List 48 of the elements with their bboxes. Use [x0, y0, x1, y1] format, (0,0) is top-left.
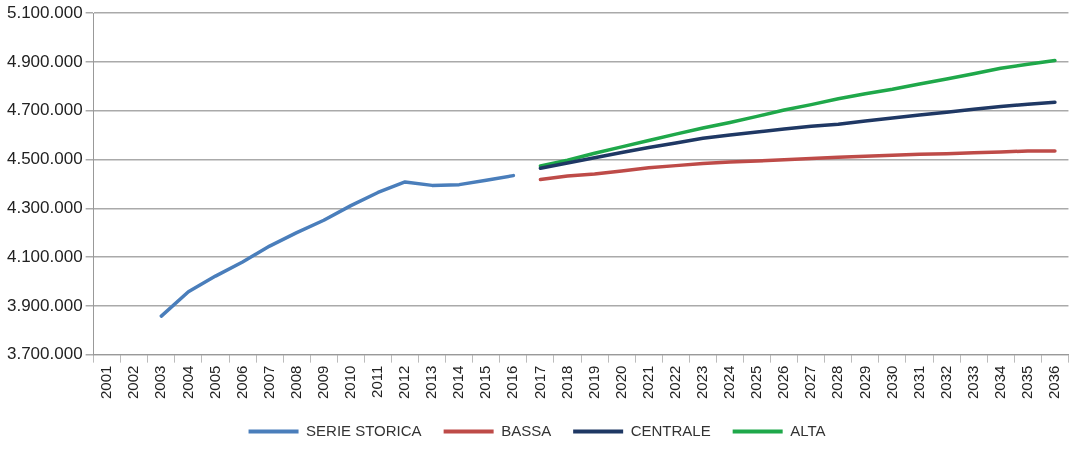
x-tick-label: 2007 — [259, 365, 277, 400]
x-tick-label: 2003 — [151, 365, 169, 400]
x-tick-label: 2006 — [232, 365, 250, 400]
x-tick-label: 2002 — [124, 365, 142, 400]
x-tick-label: 2017 — [530, 365, 548, 400]
x-tick-label: 2032 — [936, 365, 954, 400]
x-tick-label: 2034 — [990, 365, 1008, 400]
x-tick-label: 2035 — [1017, 365, 1035, 400]
y-tick-label: 4.900.000 — [6, 51, 83, 71]
x-tick-label: 2022 — [665, 365, 683, 400]
x-tick-label: 2015 — [476, 365, 494, 400]
x-tick-label: 2016 — [503, 365, 521, 400]
x-tick-label: 2004 — [178, 365, 196, 400]
y-tick-label: 4.300.000 — [6, 197, 83, 217]
x-tick-label: 2023 — [693, 365, 711, 400]
x-tick-label: 2028 — [828, 365, 846, 400]
x-tick-label: 2030 — [882, 365, 900, 400]
y-tick-label: 5.100.000 — [6, 2, 83, 22]
y-tick-label: 4.500.000 — [6, 149, 83, 169]
x-tick-label: 2011 — [368, 365, 386, 398]
legend-label: CENTRALE — [630, 421, 711, 439]
x-tick-label: 2029 — [855, 365, 873, 400]
x-tick-label: 2013 — [422, 365, 440, 400]
x-tick-label: 2001 — [97, 365, 115, 400]
y-tick-label: 3.700.000 — [6, 344, 83, 364]
x-tick-label: 2021 — [638, 365, 656, 400]
x-tick-label: 2027 — [801, 365, 819, 400]
x-tick-label: 2008 — [286, 365, 304, 400]
x-tick-label: 2033 — [963, 365, 981, 400]
x-tick-label: 2025 — [747, 365, 765, 400]
x-tick-label: 2036 — [1045, 365, 1063, 400]
legend-label: BASSA — [501, 421, 552, 439]
x-tick-label: 2010 — [341, 365, 359, 400]
x-tick-label: 2014 — [449, 365, 467, 400]
legend-label: SERIE STORICA — [306, 421, 422, 439]
y-tick-label: 4.700.000 — [6, 100, 83, 120]
x-tick-label: 2019 — [584, 365, 602, 400]
x-tick-label: 2018 — [557, 365, 575, 400]
legend-label: ALTA — [790, 421, 826, 439]
x-tick-label: 2020 — [611, 365, 629, 400]
y-tick-label: 4.100.000 — [6, 246, 83, 266]
x-tick-label: 2026 — [774, 365, 792, 400]
x-tick-label: 2005 — [205, 365, 223, 400]
y-tick-label: 3.900.000 — [6, 295, 83, 315]
x-tick-label: 2012 — [395, 365, 413, 400]
x-tick-label: 2031 — [909, 365, 927, 400]
x-tick-label: 2024 — [720, 365, 738, 400]
x-tick-label: 2009 — [313, 365, 331, 400]
